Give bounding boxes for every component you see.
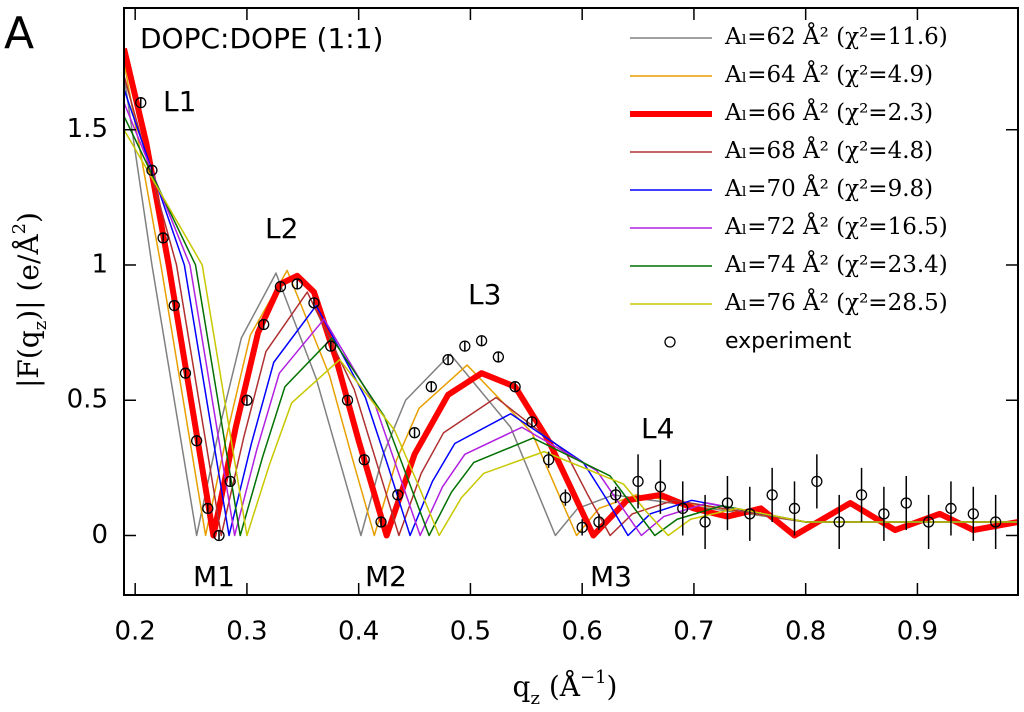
data-point xyxy=(559,491,572,504)
legend-label: Aₗ=68 Å² (χ²=4.8) xyxy=(724,136,933,164)
data-point xyxy=(325,340,337,352)
data-point xyxy=(179,367,192,379)
data-point xyxy=(833,516,845,528)
data-point xyxy=(157,232,169,244)
data-point xyxy=(855,489,868,501)
data-point xyxy=(274,280,287,293)
data-point xyxy=(509,381,521,393)
legend-label: Aₗ=76 Å² (χ²=28.5) xyxy=(724,288,948,316)
data-point xyxy=(654,481,667,493)
data-point xyxy=(202,502,214,515)
data-point xyxy=(788,502,801,515)
data-point xyxy=(945,502,957,515)
data-point xyxy=(699,516,711,528)
data-point xyxy=(213,529,225,542)
legend-label: Aₗ=72 Å² (χ²=16.5) xyxy=(724,212,948,240)
y-tick-label: 1 xyxy=(91,249,108,279)
annotation: M2 xyxy=(365,560,407,593)
data-point xyxy=(576,521,588,534)
data-point xyxy=(241,394,253,406)
data-point xyxy=(492,351,505,363)
data-point xyxy=(878,508,890,520)
x-tick-label: 0.3 xyxy=(226,617,267,647)
x-tick-label: 0.6 xyxy=(561,617,602,647)
data-point xyxy=(526,416,538,428)
data-point xyxy=(190,435,203,447)
x-tick-label: 0.4 xyxy=(338,617,379,647)
y-tick-label: 0 xyxy=(91,520,108,550)
legend-marker xyxy=(664,336,676,348)
data-point xyxy=(425,381,437,393)
data-point xyxy=(744,508,756,520)
data-point xyxy=(392,489,404,501)
legend-label: experiment xyxy=(725,329,852,354)
legend-label: Aₗ=70 Å² (χ²=9.8) xyxy=(724,174,933,202)
data-point xyxy=(990,516,1002,528)
annotation: M1 xyxy=(193,560,235,593)
data-point xyxy=(442,354,454,366)
annotation: M3 xyxy=(590,560,632,593)
y-tick-label: 0.5 xyxy=(67,385,108,415)
panel-label: A xyxy=(4,8,34,59)
data-point xyxy=(224,475,236,488)
data-point xyxy=(358,454,370,466)
data-point xyxy=(168,299,180,312)
data-point xyxy=(593,516,605,528)
legend-label: Aₗ=74 Å² (χ²=23.4) xyxy=(724,250,948,278)
data-point xyxy=(811,475,823,488)
annotation: L3 xyxy=(468,278,501,311)
data-point xyxy=(375,516,387,528)
data-point xyxy=(766,489,778,501)
x-tick-label: 0.7 xyxy=(673,617,714,647)
data-point xyxy=(146,164,158,176)
data-point xyxy=(900,497,912,509)
data-point xyxy=(408,427,421,439)
x-tick-label: 0.8 xyxy=(785,617,826,647)
plot-area xyxy=(124,47,1018,550)
data-point xyxy=(258,318,270,331)
data-point xyxy=(721,497,734,509)
data-point xyxy=(543,454,555,466)
legend-label: Aₗ=62 Å² (χ²=11.6) xyxy=(724,22,948,50)
data-point xyxy=(610,489,622,501)
data-point xyxy=(967,508,979,520)
annotation: L1 xyxy=(163,85,196,118)
plot-frame xyxy=(123,7,1019,596)
data-point xyxy=(922,516,935,528)
legend-label: Aₗ=66 Å² (χ²=2.3) xyxy=(724,98,933,126)
data-point xyxy=(341,394,354,406)
data-point xyxy=(135,97,147,109)
series-line xyxy=(124,129,1018,537)
x-tick-label: 0.2 xyxy=(114,617,155,647)
series-line xyxy=(124,115,1018,537)
annotation: L2 xyxy=(265,212,298,245)
x-tick-label: 0.9 xyxy=(897,617,938,647)
data-point xyxy=(632,475,644,488)
chart-title: DOPC:DOPE (1:1) xyxy=(140,22,383,55)
data-point xyxy=(475,335,488,347)
data-point xyxy=(291,278,303,290)
data-point xyxy=(308,297,320,309)
data-point xyxy=(677,502,689,515)
y-axis-label: |F(qz)| (e/Å2) xyxy=(9,212,51,388)
x-tick-label: 0.5 xyxy=(450,617,491,647)
x-axis-label: qz (Å−1) xyxy=(513,667,618,709)
annotation: L4 xyxy=(641,412,674,445)
legend-label: Aₗ=64 Å² (χ²=4.9) xyxy=(724,60,933,88)
data-point xyxy=(459,340,471,352)
y-tick-label: 1.5 xyxy=(67,114,108,144)
